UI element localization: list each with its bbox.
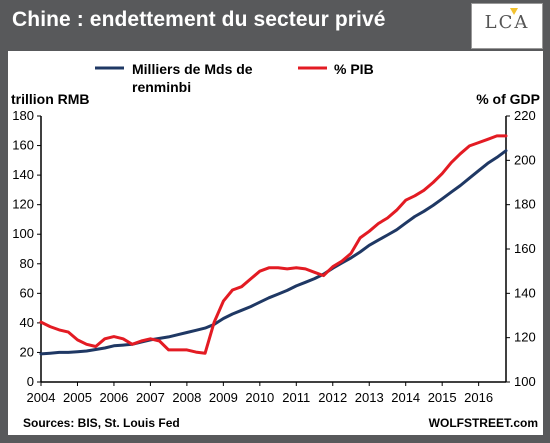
chart-svg: Milliers de Mds de renminbi % PIB trilli… (11, 61, 540, 430)
left-tick-label: 60 (20, 285, 34, 300)
x-tick-label: 2010 (245, 390, 274, 405)
left-tick-label: 40 (20, 315, 34, 330)
right-tick-label: 120 (514, 330, 536, 345)
right-tick-label: 160 (514, 241, 536, 256)
x-tick-label: 2005 (63, 390, 92, 405)
x-tick-label: 2006 (99, 390, 128, 405)
left-tick-label: 180 (12, 108, 34, 123)
x-tick-label: 2016 (464, 390, 493, 405)
left-tick-label: 0 (27, 374, 34, 389)
lca-logo: LCA (471, 3, 543, 49)
x-tick-label: 2009 (209, 390, 238, 405)
x-tick-label: 2013 (355, 390, 384, 405)
right-axis-title: % of GDP (476, 91, 540, 107)
left-tick-label: 120 (12, 197, 34, 212)
x-tick-label: 2012 (318, 390, 347, 405)
right-tick-label: 140 (514, 285, 536, 300)
left-tick-label: 20 (20, 344, 34, 359)
logo-text: LCA (484, 12, 530, 33)
x-tick-label: 2008 (172, 390, 201, 405)
x-tick-label: 2004 (27, 390, 56, 405)
x-tick-label: 2014 (391, 390, 420, 405)
x-tick-label: 2015 (428, 390, 457, 405)
right-axis-ticks: 100 120 140 160 180 200 220 (506, 108, 536, 389)
wolfstreet-watermark: WOLFSTREET.com (429, 416, 538, 430)
logo-accent-icon (510, 8, 518, 15)
legend-label-debt-line2: renminbi (132, 79, 191, 95)
x-tick-label: 2007 (136, 390, 165, 405)
left-tick-label: 80 (20, 256, 34, 271)
right-tick-label: 180 (514, 197, 536, 212)
right-tick-label: 100 (514, 374, 536, 389)
series-line-gdp (39, 134, 508, 355)
left-tick-label: 160 (12, 138, 34, 153)
source-note: Sources: BIS, St. Louis Fed (23, 416, 180, 430)
left-tick-label: 140 (12, 167, 34, 182)
legend-label-gdp: % PIB (334, 61, 374, 77)
axes (40, 116, 507, 383)
left-tick-label: 100 (12, 226, 34, 241)
chart-panel: Milliers de Mds de renminbi % PIB trilli… (8, 51, 543, 435)
x-tick-label: 2011 (282, 390, 310, 405)
series-layer (39, 134, 508, 356)
chart-header-title: Chine : endettement du secteur privé (12, 8, 386, 31)
x-axis-ticks: 2004 2005 2006 2007 2008 2009 2010 2011 2012 2013… (27, 382, 493, 405)
left-axis-title: trillion RMB (11, 91, 90, 107)
series-line-debt (39, 149, 508, 356)
legend: Milliers de Mds de renminbi % PIB (95, 61, 374, 95)
legend-label-debt-line1: Milliers de Mds de (132, 61, 253, 77)
left-axis-ticks: 0 20 40 60 80 100 120 140 160 180 (12, 108, 41, 389)
right-tick-label: 200 (514, 152, 536, 167)
right-tick-label: 220 (514, 108, 536, 123)
